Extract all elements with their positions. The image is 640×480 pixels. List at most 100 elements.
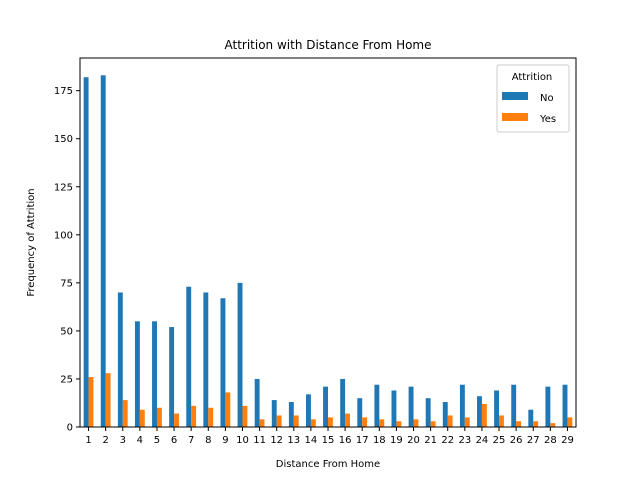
bar-no-13 [288,402,294,427]
bar-yes-27 [533,421,539,427]
bar-no-21 [425,398,431,427]
x-tick-label: 14 [305,435,318,446]
y-axis-label: Frequency of Attrition [26,188,37,296]
bar-yes-20 [413,419,419,427]
x-tick-label: 18 [373,435,386,446]
y-tick-label: 75 [60,278,73,289]
legend-label-no: No [540,93,554,104]
bar-yes-29 [567,417,573,427]
bar-yes-22 [447,415,453,427]
bar-yes-2 [105,373,111,427]
legend-swatch-yes [502,113,528,121]
x-tick-label: 23 [458,435,471,446]
x-tick-label: 21 [424,435,437,446]
bar-yes-15 [328,417,333,427]
bar-no-1 [83,77,89,427]
x-tick-label: 13 [287,435,300,446]
bar-yes-25 [499,415,504,427]
bar-no-22 [442,402,448,427]
x-tick-label: 22 [441,435,454,446]
bar-no-2 [100,75,106,428]
bar-yes-19 [396,421,402,427]
bar-no-23 [459,384,465,427]
bar-yes-13 [293,415,299,427]
bar-yes-18 [379,419,385,427]
bar-yes-11 [259,419,265,427]
bar-no-25 [494,390,500,427]
bar-no-7 [186,286,192,427]
bar-no-6 [169,327,175,427]
bar-no-4 [134,321,140,427]
bar-yes-28 [550,423,556,427]
bar-no-11 [254,378,260,427]
x-tick-label: 20 [407,435,420,446]
x-tick-label: 3 [120,435,126,446]
bar-yes-5 [156,407,162,427]
y-tick-label: 0 [67,423,73,434]
x-axis-ticks: 1 2 3 4 5 6 7 8 9 10 11 12 13 14 15 16 17 18 19 20 21 22 23 24 2… [85,427,574,446]
bar-yes-26 [516,421,522,427]
x-tick-label: 29 [561,435,574,446]
x-tick-label: 15 [322,435,335,446]
bar-yes-4 [139,409,145,427]
bar-yes-17 [362,417,368,427]
y-tick-label: 125 [54,182,73,193]
x-tick-label: 2 [102,435,108,446]
x-tick-label: 1 [85,435,91,446]
x-tick-label: 11 [253,435,266,446]
legend-title: Attrition [512,72,553,83]
x-tick-label: 24 [476,435,489,446]
bar-no-15 [323,386,328,427]
x-tick-label: 19 [390,435,403,446]
x-tick-label: 10 [236,435,249,446]
legend-label-yes: Yes [539,114,556,125]
bar-no-19 [391,390,397,427]
bar-no-20 [408,386,414,427]
y-tick-label: 175 [54,86,73,97]
bar-no-3 [117,292,123,427]
legend-swatch-no [502,92,528,100]
bar-no-12 [271,400,277,427]
y-tick-label: 50 [60,326,73,337]
x-tick-label: 17 [356,435,369,446]
bar-no-18 [374,384,380,427]
bar-no-28 [545,386,551,427]
plot-frame [79,57,577,428]
bar-yes-7 [191,405,197,427]
chart-title: Attrition with Distance From Home [224,38,431,52]
y-tick-label: 150 [54,134,73,145]
x-tick-label: 28 [544,435,557,446]
bar-no-14 [306,394,311,427]
x-tick-label: 26 [510,435,523,446]
bar-no-10 [237,282,243,427]
bar-yes-8 [208,407,214,427]
bar-yes-10 [242,405,248,427]
bar-yes-21 [430,421,436,427]
x-tick-label: 27 [527,435,540,446]
x-tick-label: 16 [339,435,352,446]
x-tick-label: 9 [222,435,228,446]
bar-yes-6 [174,413,179,427]
x-tick-label: 4 [137,435,143,446]
x-tick-label: 8 [205,435,211,446]
bar-yes-9 [225,392,231,427]
x-tick-label: 25 [493,435,506,446]
bar-no-16 [340,378,346,427]
x-tick-label: 6 [171,435,177,446]
bar-no-24 [477,396,482,427]
bar-no-8 [203,292,209,427]
bar-no-17 [357,398,363,427]
y-axis-ticks: 0 25 50 75 100 125 150 175 [54,86,80,434]
bar-yes-12 [276,415,282,427]
x-tick-label: 5 [154,435,160,446]
bar-no-26 [511,384,517,427]
bar-no-9 [220,298,226,427]
bar-no-5 [152,321,157,427]
x-tick-label: 12 [270,435,283,446]
bar-no-29 [562,384,568,427]
bar-yes-23 [464,417,470,427]
x-tick-label: 7 [188,435,194,446]
bar-yes-1 [88,377,94,427]
bar-yes-3 [122,400,128,427]
